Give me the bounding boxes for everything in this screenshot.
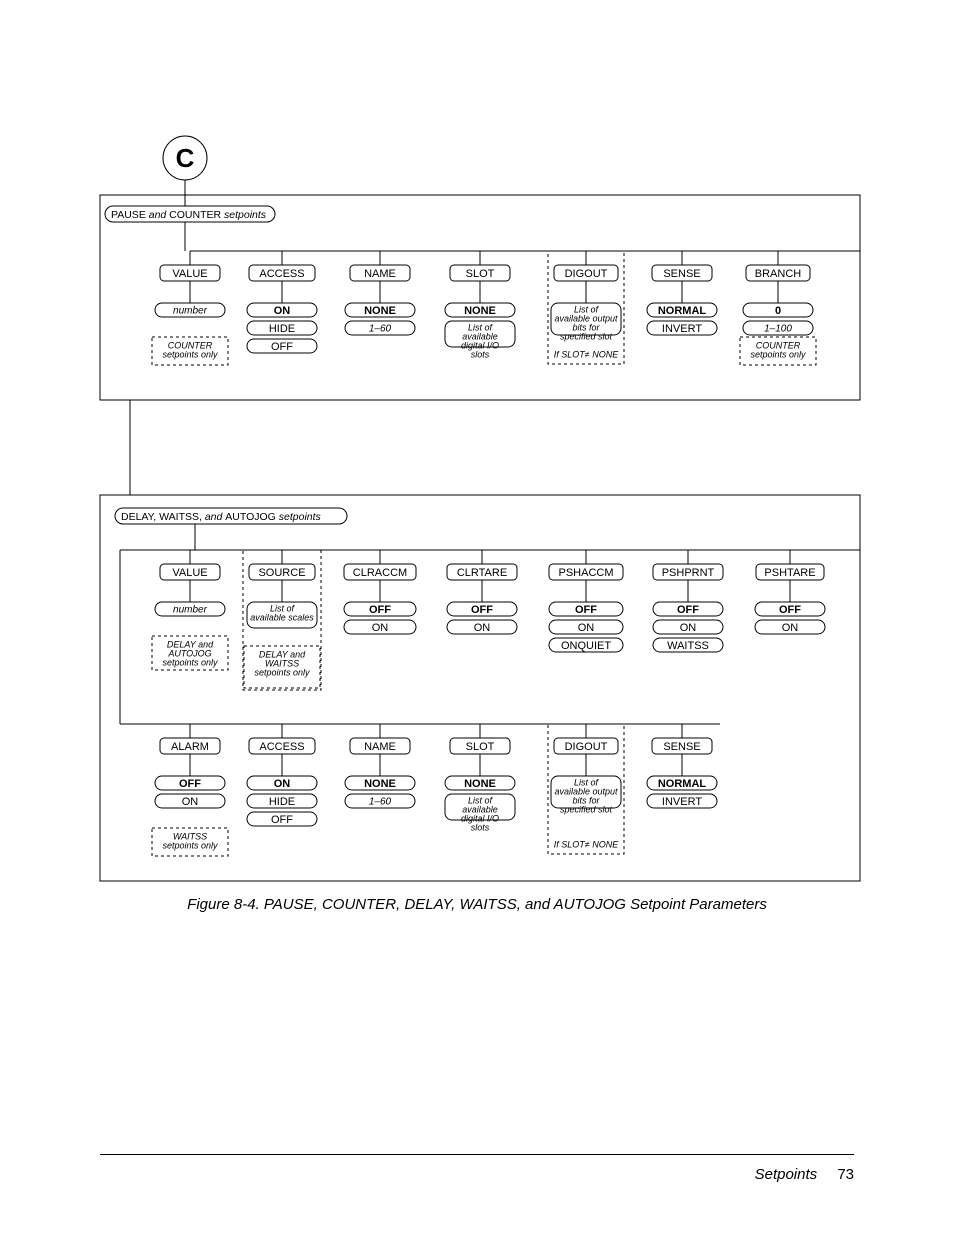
svg-text:ON: ON [782, 622, 799, 634]
page: C PAUSE and COUNTER setpoints VALUE number C… [0, 0, 954, 1235]
svg-text:DIGOUT: DIGOUT [565, 268, 608, 280]
svg-text:setpoints only: setpoints only [254, 667, 310, 677]
svg-text:available scales: available scales [250, 612, 314, 622]
svg-text:INVERT: INVERT [662, 796, 702, 808]
svg-text:NORMAL: NORMAL [658, 305, 707, 317]
svg-text:SOURCE: SOURCE [258, 567, 305, 579]
svg-text:HIDE: HIDE [269, 323, 295, 335]
svg-text:OFF: OFF [575, 604, 597, 616]
svg-text:NONE: NONE [464, 778, 496, 790]
svg-text:specified slot: specified slot [560, 331, 613, 341]
footer-rule [100, 1154, 854, 1155]
svg-text:VALUE: VALUE [172, 567, 207, 579]
svg-text:ON: ON [578, 622, 595, 634]
svg-text:number: number [173, 605, 208, 616]
svg-text:NONE: NONE [364, 305, 396, 317]
svg-text:NONE: NONE [364, 778, 396, 790]
svg-text:DIGOUT: DIGOUT [565, 741, 608, 753]
svg-text:1–60: 1–60 [369, 797, 392, 808]
svg-text:setpoints only: setpoints only [162, 349, 218, 359]
svg-text:CLRTARE: CLRTARE [457, 567, 507, 579]
svg-text:SLOT: SLOT [466, 268, 495, 280]
svg-text:specified slot: specified slot [560, 804, 613, 814]
svg-text:HIDE: HIDE [269, 796, 295, 808]
svg-text:SLOT: SLOT [466, 741, 495, 753]
footer-page-number: 73 [837, 1166, 854, 1183]
svg-text:slots: slots [471, 349, 490, 359]
svg-text:ALARM: ALARM [171, 741, 209, 753]
svg-text:NONE: NONE [464, 305, 496, 317]
diagram-svg: C PAUSE and COUNTER setpoints VALUE number C… [0, 0, 954, 900]
svg-text:setpoints only: setpoints only [750, 349, 806, 359]
svg-text:setpoints only: setpoints only [162, 840, 218, 850]
svg-text:PSHACCM: PSHACCM [558, 567, 613, 579]
svg-text:ONQUIET: ONQUIET [561, 640, 611, 652]
svg-text:ON: ON [680, 622, 697, 634]
svg-text:C: C [176, 143, 195, 173]
svg-text:OFF: OFF [471, 604, 493, 616]
svg-text:1–60: 1–60 [369, 324, 392, 335]
svg-text:number: number [173, 306, 208, 317]
svg-text:PSHPRNT: PSHPRNT [662, 567, 715, 579]
footer: Setpoints 73 [755, 1166, 854, 1183]
svg-text:OFF: OFF [179, 778, 201, 790]
svg-text:DELAY, WAITSS, and AUTOJOG set: DELAY, WAITSS, and AUTOJOG setpoints [121, 511, 322, 523]
svg-text:VALUE: VALUE [172, 268, 207, 280]
svg-text:If SLOT≠ NONE: If SLOT≠ NONE [554, 839, 619, 849]
svg-text:PAUSE and COUNTER setpoints: PAUSE and COUNTER setpoints [111, 209, 267, 221]
svg-text:OFF: OFF [271, 814, 293, 826]
svg-text:SENSE: SENSE [663, 741, 700, 753]
svg-text:NAME: NAME [364, 741, 396, 753]
svg-text:BRANCH: BRANCH [755, 268, 802, 280]
svg-text:ON: ON [182, 796, 199, 808]
svg-text:0: 0 [775, 305, 781, 317]
svg-text:ACCESS: ACCESS [259, 268, 304, 280]
svg-text:ON: ON [274, 778, 291, 790]
svg-text:ON: ON [372, 622, 389, 634]
svg-text:OFF: OFF [369, 604, 391, 616]
svg-text:NORMAL: NORMAL [658, 778, 707, 790]
figure-caption: Figure 8-4. PAUSE, COUNTER, DELAY, WAITS… [0, 896, 954, 913]
svg-text:1–100: 1–100 [764, 324, 792, 335]
svg-text:SENSE: SENSE [663, 268, 700, 280]
svg-text:OFF: OFF [677, 604, 699, 616]
svg-text:PSHTARE: PSHTARE [764, 567, 815, 579]
svg-text:CLRACCM: CLRACCM [353, 567, 407, 579]
svg-text:ACCESS: ACCESS [259, 741, 304, 753]
svg-text:setpoints only: setpoints only [162, 657, 218, 667]
svg-text:ON: ON [274, 305, 291, 317]
footer-section: Setpoints [755, 1166, 818, 1183]
svg-text:INVERT: INVERT [662, 323, 702, 335]
svg-text:ON: ON [474, 622, 491, 634]
svg-text:OFF: OFF [271, 341, 293, 353]
svg-text:If SLOT≠ NONE: If SLOT≠ NONE [554, 349, 619, 359]
svg-text:slots: slots [471, 822, 490, 832]
svg-text:NAME: NAME [364, 268, 396, 280]
svg-text:OFF: OFF [779, 604, 801, 616]
svg-text:WAITSS: WAITSS [667, 640, 709, 652]
